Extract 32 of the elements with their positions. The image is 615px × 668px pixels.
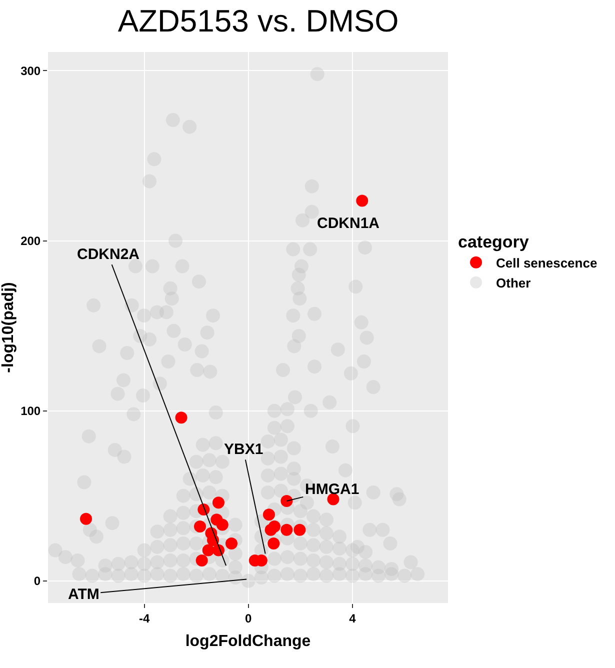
point [194,520,206,532]
point [216,518,228,531]
point [262,508,275,521]
legend-label: Cell senescence [496,256,598,270]
x-axis-title: log2FoldChange [185,633,311,650]
point [225,537,238,550]
legend-label: Other [496,275,531,290]
annotation: CDKN2A [77,246,140,263]
legend-title: category [458,232,530,252]
x-tick-label: 0 [245,611,252,626]
point [268,537,280,550]
point [212,496,224,509]
point [175,412,188,424]
x-tick-label: -4 [138,611,150,626]
point [280,494,293,507]
y-tick-label: 300 [20,64,41,78]
y-tick-label: 100 [20,404,41,418]
point [356,194,368,207]
annotation: CDKN1A [317,215,380,232]
y-axis-title: -log10(padj) [0,282,17,373]
point [196,554,208,566]
x-tick-label: 4 [349,611,356,626]
point [80,512,92,525]
y-tick-label: 0 [34,574,41,588]
point [280,524,293,536]
point [294,524,306,536]
annotation: ATM [68,586,100,603]
chart-title: AZD5153 vs. DMSO [118,4,399,39]
annotation: YBX1 [224,441,264,458]
point [202,544,214,556]
annotation: HMGA1 [305,481,360,498]
y-tick-label: 200 [20,234,41,248]
